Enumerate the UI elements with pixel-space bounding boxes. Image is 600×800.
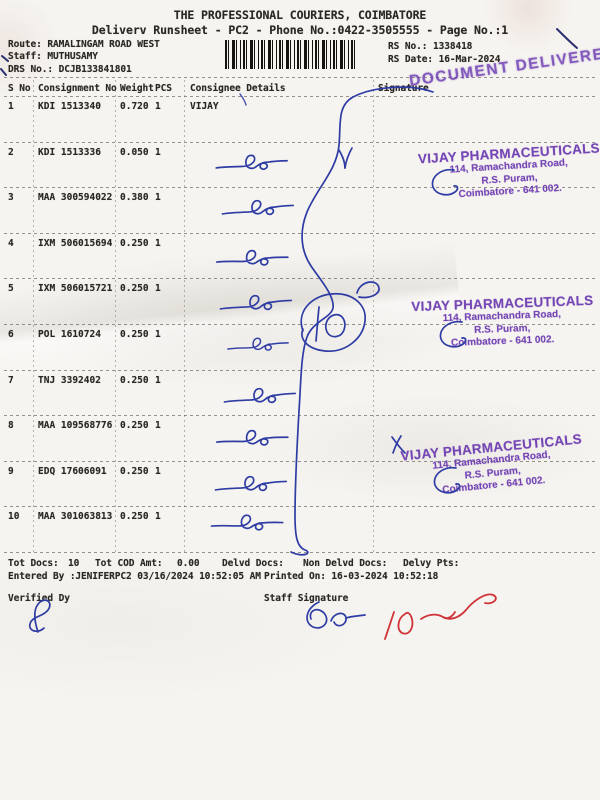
column-divider [184,80,185,553]
cell-sno: 6 [8,328,14,340]
cell-sno: 3 [8,192,14,204]
cell-pcs: 1 [155,374,161,386]
cell-weight: 0.250 [120,511,149,523]
drs-label: DRS No.: [8,64,53,75]
table-row: 10 MAA 301063813 0.250 1 [0,507,600,553]
cell-weight: 0.250 [120,374,149,386]
cell-sno: 7 [8,374,14,386]
route-line: Route: RAMALINGAM ROAD WEST [8,39,160,50]
cell-consignment: MAA 109568776 [38,420,113,432]
cell-weight: 0.250 [120,465,149,477]
cell-sno: 10 [8,511,20,523]
cell-weight: 0.250 [120,283,149,295]
cell-pcs: 1 [155,192,161,204]
cell-sno: 5 [8,283,14,295]
cell-pcs: 1 [155,328,161,340]
tot-cod-value: 0.00 [177,558,200,569]
table-rows: 1 KDI 1513340 0.720 1 VIJAY 2 KDI 151333… [0,97,600,553]
page-subtitle: Deliverv Runsheet - PC2 - Phone No.:0422… [91,23,509,37]
table-row: 5 IXM 506015721 0.250 1 [0,279,600,325]
cell-pcs: 1 [155,420,161,432]
col-weight: Weight [120,83,154,94]
barcode [225,40,356,69]
cell-consignment: KDI 1513340 [38,101,101,112]
route-label: Route: [8,39,42,50]
table-row: 3 MAA 300594022 0.380 1 [0,188,600,234]
cell-weight: 0.050 [120,146,149,158]
col-signature: Signature [378,83,429,94]
table-row: 6 POL 1610724 0.250 1 [0,325,600,371]
delvd-docs-label: Delvd Docs: [222,558,284,569]
cell-consignment: EDQ 17606091 [38,465,107,477]
table-row: 4 IXM 506015694 0.250 1 [0,234,600,280]
cell-sno: 8 [8,420,14,432]
col-sno: S No [8,83,31,94]
cell-sno: 1 [8,101,14,112]
tot-docs-value: 10 [68,558,80,569]
ink-edge-specks [0,55,9,76]
rs-date-value: 16-Mar-2024 [438,54,501,65]
cell-pcs: 1 [155,101,161,112]
cell-pcs: 1 [155,511,161,523]
page-title: THE PROFESSIONAL COURIERS, COIMBATORE [173,8,427,22]
table-row: 7 TNJ 3392402 0.250 1 [0,371,600,417]
ink-staff-signature [306,601,366,629]
rs-no-label: RS No.: [388,41,428,52]
staff-signature-label: Staff Signature [264,593,349,604]
cell-consignment: TNJ 3392402 [38,374,101,386]
cell-weight: 0.250 [120,420,149,432]
col-consignee: Consignee Details [190,83,286,94]
tot-cod-label: Tot COD Amt: [95,558,163,569]
rs-date-label: RS Date: [388,54,433,65]
cell-pcs: 1 [155,237,161,249]
drs-line: DRS No.: DCJB133841801 [8,64,132,75]
route-value: RAMALINGAM ROAD WEST [47,39,160,50]
cell-consignment: POL 1610724 [38,328,101,340]
entered-by-line: Entered By :JENIFERPC2 03/16/2024 10:52:… [8,571,261,582]
cell-consignment: MAA 300594022 [38,192,113,204]
cell-consignment: KDI 1513336 [38,146,101,158]
ink-red-note [384,593,497,640]
cell-consignment: MAA 301063813 [38,511,113,523]
cell-pcs: 1 [155,465,161,477]
verified-by-label: Verified Dy [8,593,70,604]
staff-label: Staff: [8,51,42,62]
cell-weight: 0.250 [120,328,149,340]
cell-consignment: IXM 506015721 [38,283,113,295]
cell-weight: 0.380 [120,192,149,204]
table-row: 2 KDI 1513336 0.050 1 [0,143,600,189]
cell-sno: 4 [8,237,14,249]
drs-value: DCJB133841801 [58,64,132,75]
cell-pcs: 1 [155,283,161,295]
rs-no-line: RS No.: 1338418 [388,41,472,52]
staff-value: MUTHUSAMY [47,51,98,62]
non-delvd-docs-label: Non Delvd Docs: [303,558,388,569]
ink-verified-signature [28,599,51,633]
delvy-pts-label: Delvy Pts: [403,558,460,569]
column-divider [33,80,34,553]
cell-consignee: VIJAY [190,101,219,112]
staff-line: Staff: MUTHUSAMY [8,51,98,62]
table-row: 9 EDQ 17606091 0.250 1 [0,462,600,508]
rs-date-line: RS Date: 16-Mar-2024 [388,54,501,65]
tot-docs-label: Tot Docs: [8,558,59,569]
cell-sno: 2 [8,146,14,158]
cell-pcs: 1 [155,146,161,158]
rs-no-value: 1338418 [432,41,473,52]
col-pcs: PCS [155,83,172,94]
column-divider [115,80,116,553]
printed-on-line: Printed On: 16-03-2024 10:52:18 [264,571,439,582]
col-consignment: Consignment No [38,83,117,94]
table-top-divider [4,77,596,78]
table-row: 1 KDI 1513340 0.720 1 VIJAY [0,97,600,143]
cell-weight: 0.720 [120,101,149,112]
table-row: 8 MAA 109568776 0.250 1 [0,416,600,462]
cell-consignment: IXM 506015694 [38,237,113,249]
cell-weight: 0.250 [120,237,149,249]
cell-sno: 9 [8,465,14,477]
